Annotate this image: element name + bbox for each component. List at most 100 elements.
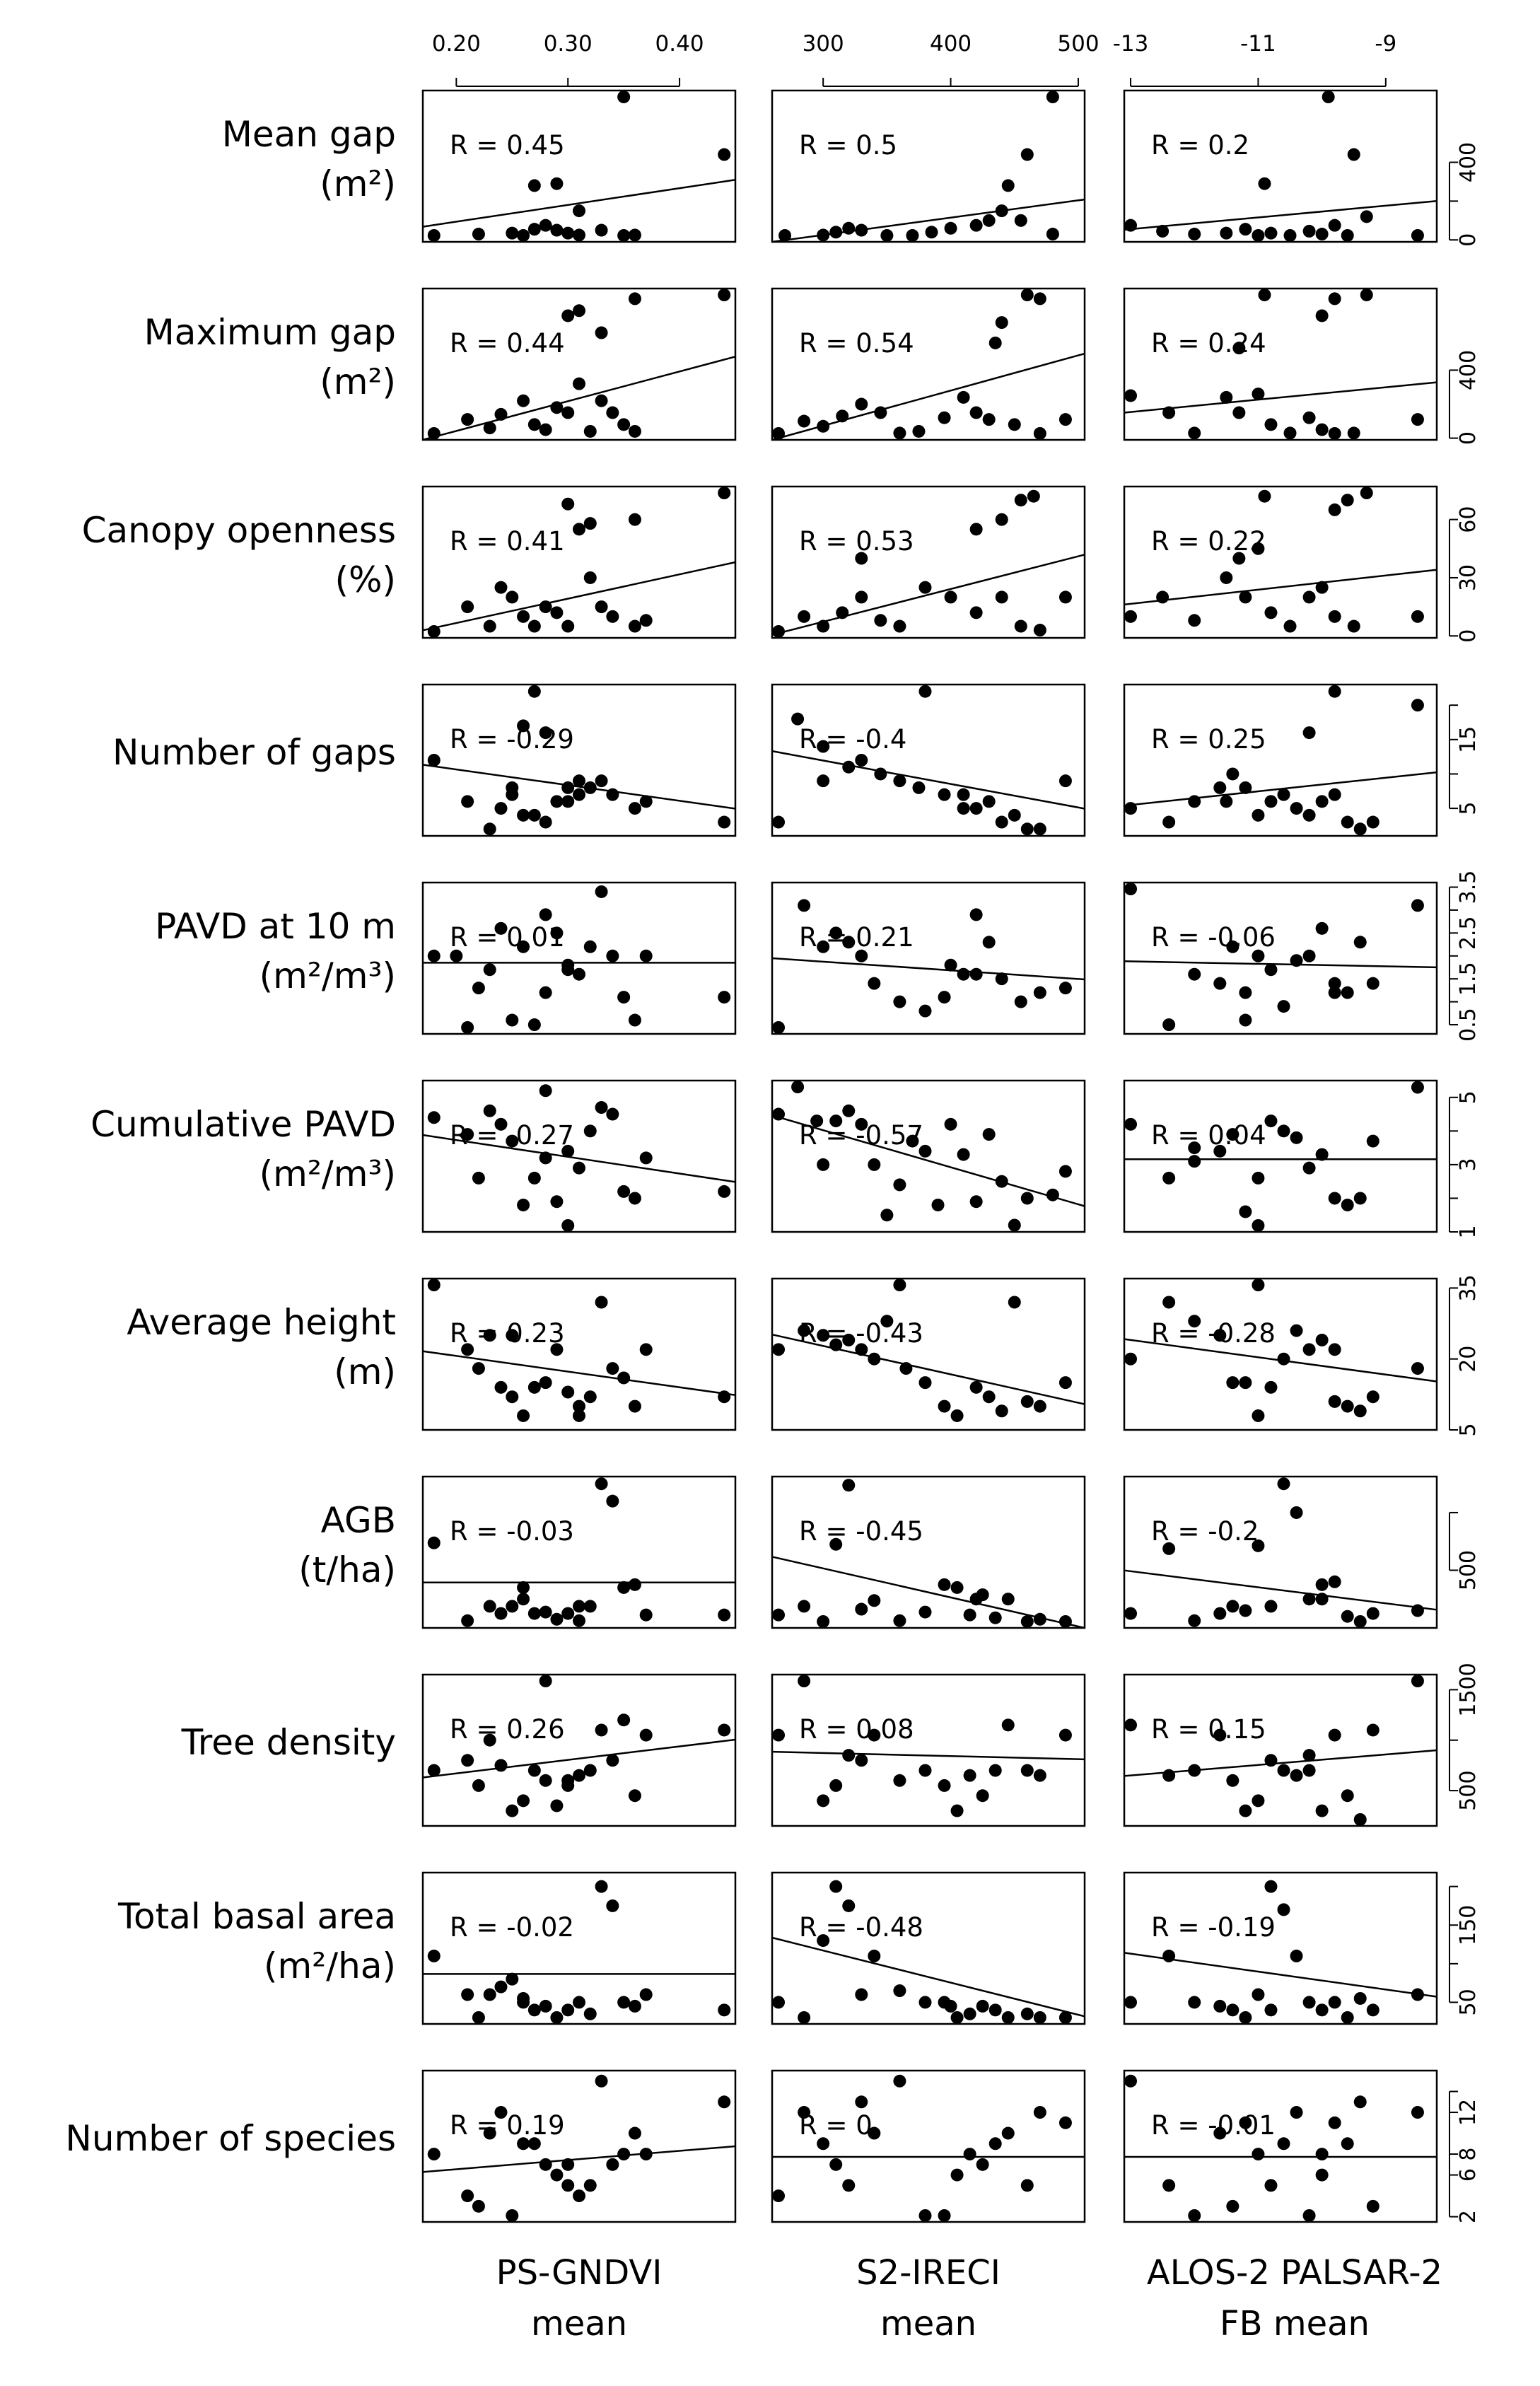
data-point — [517, 719, 530, 733]
regression-line — [771, 1750, 1085, 1761]
data-point — [1277, 1764, 1290, 1777]
data-point — [918, 2209, 932, 2222]
data-point — [1353, 2095, 1367, 2109]
data-point — [1264, 226, 1278, 240]
data-point — [527, 1171, 541, 1185]
data-point — [912, 781, 926, 794]
panel-frame — [421, 287, 737, 441]
data-point — [1328, 219, 1341, 232]
data-point — [1213, 781, 1227, 794]
data-point — [606, 1494, 619, 1508]
regression-line — [771, 750, 1085, 810]
top-axes: 0.20 0.30 0.40 300 400 500 -13 -11 -9 — [432, 31, 1396, 87]
right-tick-label: 0 — [1456, 233, 1481, 247]
data-point — [461, 600, 474, 614]
data-point — [1058, 413, 1072, 426]
data-point — [1162, 1769, 1176, 1782]
data-point — [1058, 2011, 1072, 2024]
data-point — [982, 1390, 996, 1404]
data-point — [1411, 699, 1424, 712]
data-point — [718, 991, 731, 1004]
data-point — [527, 2003, 541, 2017]
data-point — [472, 228, 485, 241]
data-point — [868, 1728, 881, 1742]
data-point — [1347, 426, 1360, 440]
data-point — [517, 1409, 530, 1422]
data-point — [1239, 1376, 1252, 1390]
data-point — [628, 1399, 641, 1413]
data-point — [969, 219, 983, 232]
data-point — [1020, 289, 1034, 301]
right-tick-label: 0.5 — [1456, 1008, 1481, 1042]
data-point — [1232, 552, 1246, 565]
data-point — [573, 377, 585, 390]
r-value-label: R = -0.19 — [1151, 1912, 1276, 1943]
scatter-panel: R = -0.28 — [1123, 1277, 1438, 1431]
data-point — [573, 1409, 585, 1422]
data-point — [1220, 795, 1233, 808]
data-point — [1283, 426, 1297, 440]
data-point — [1239, 1604, 1252, 1617]
right-tick-label: 8 — [1456, 2148, 1481, 2161]
data-point — [472, 2199, 485, 2213]
data-point — [1162, 1171, 1176, 1185]
data-point — [595, 394, 608, 407]
data-point — [1341, 494, 1354, 507]
data-point — [1033, 986, 1046, 999]
data-point — [539, 423, 552, 436]
scatter-panel: R = -0.29 — [421, 683, 737, 837]
data-point — [527, 808, 541, 822]
data-point — [561, 1607, 575, 1620]
data-point — [1213, 1329, 1227, 1342]
data-point — [1302, 1343, 1316, 1356]
panel-frame — [1123, 1871, 1438, 2025]
data-point — [938, 788, 951, 801]
scatter-panel: R = -0.57 — [771, 1079, 1086, 1233]
data-point — [539, 1999, 552, 2013]
data-point — [1264, 963, 1278, 977]
data-point — [506, 1134, 519, 1148]
data-point — [855, 1343, 868, 1356]
r-value-label: R = 0.2 — [1151, 130, 1249, 161]
data-point — [855, 2095, 868, 2109]
data-point — [842, 760, 856, 774]
row-label: (m²/m³) — [259, 1153, 396, 1194]
data-point — [1220, 390, 1233, 404]
data-point — [893, 1774, 906, 1787]
data-point — [1020, 822, 1034, 836]
data-point — [561, 406, 575, 419]
data-point — [829, 926, 843, 940]
data-point — [517, 1794, 530, 1808]
scatter-panel: R = 0.04 — [1123, 1079, 1438, 1233]
data-point — [963, 1769, 976, 1782]
data-point — [539, 1376, 552, 1390]
data-point — [842, 936, 856, 949]
data-point — [1258, 489, 1271, 503]
data-point — [573, 1614, 585, 1627]
right-tick-label: 30 — [1456, 564, 1481, 591]
data-point — [1124, 610, 1138, 623]
data-point — [573, 1769, 585, 1782]
data-point — [963, 2148, 976, 2161]
regression-line — [1124, 960, 1437, 969]
data-point — [1239, 1804, 1252, 1817]
data-point — [595, 1296, 608, 1309]
top-tick-label: -11 — [1240, 31, 1276, 57]
data-point — [561, 1385, 575, 1399]
data-point — [1252, 1988, 1265, 2001]
top-tick-label: 0.30 — [544, 31, 593, 57]
panel-frame — [771, 1475, 1086, 1629]
panel-frame — [421, 1673, 737, 1827]
data-point — [938, 1779, 951, 1792]
data-point — [1283, 229, 1297, 242]
data-point — [1315, 795, 1329, 808]
data-point — [561, 963, 575, 977]
data-point — [539, 986, 552, 999]
regression-line — [1124, 1569, 1437, 1611]
data-point — [606, 949, 619, 962]
data-point — [1033, 2106, 1046, 2119]
data-point — [583, 2179, 597, 2192]
right-tick-label: 0 — [1456, 629, 1481, 643]
data-point — [1347, 619, 1360, 633]
regression-line — [1124, 1338, 1437, 1383]
